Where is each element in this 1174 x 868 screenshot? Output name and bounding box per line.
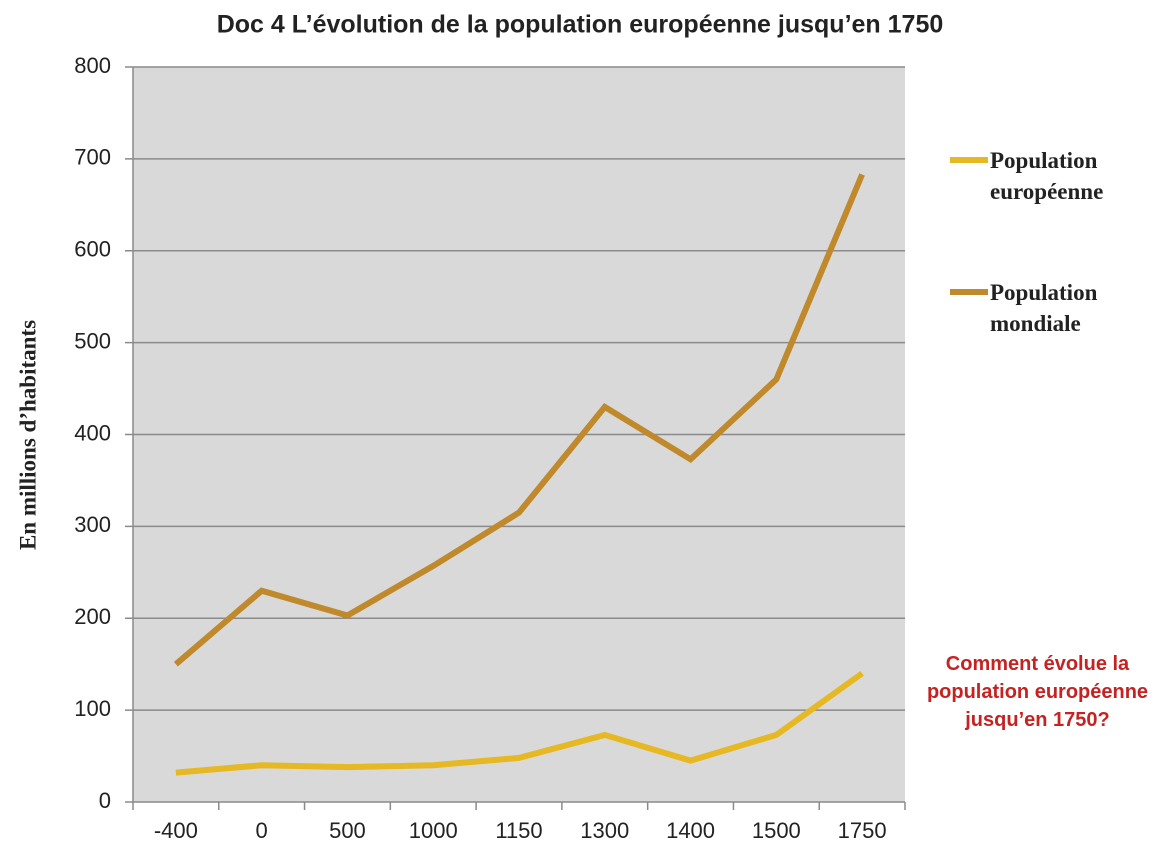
x-tick-label: 1500 bbox=[752, 818, 801, 843]
y-tick-label: 400 bbox=[74, 420, 111, 445]
y-tick-label: 800 bbox=[74, 53, 111, 78]
y-tick-label: 500 bbox=[74, 328, 111, 353]
x-tick-label: 500 bbox=[329, 818, 366, 843]
series-line bbox=[175, 670, 864, 776]
x-tick-label: -400 bbox=[154, 818, 198, 843]
x-tick-label: 0 bbox=[256, 818, 268, 843]
y-tick-label: 100 bbox=[74, 696, 111, 721]
legend-label: Population européenne bbox=[990, 148, 1104, 204]
y-tick-label: 0 bbox=[99, 788, 111, 813]
legend-label: Population mondiale bbox=[990, 280, 1098, 336]
x-tick-label: 1300 bbox=[580, 818, 629, 843]
chart-title: Doc 4 L’évolution de la population europ… bbox=[217, 11, 944, 39]
x-tick-label: 1150 bbox=[495, 818, 542, 843]
x-tick-label: 1400 bbox=[666, 818, 715, 843]
x-tick-label: 1750 bbox=[838, 818, 887, 843]
y-tick-label: 600 bbox=[74, 237, 111, 262]
annotation: Comment évolue la population européenne … bbox=[926, 653, 1149, 731]
x-tick-label: 1000 bbox=[409, 818, 458, 843]
y-tick-label: 300 bbox=[74, 512, 111, 537]
y-tick-label: 700 bbox=[74, 145, 111, 170]
y-axis-label: En millions d’habitants bbox=[15, 320, 40, 550]
y-tick-label: 200 bbox=[74, 604, 111, 629]
series-line bbox=[173, 173, 865, 667]
